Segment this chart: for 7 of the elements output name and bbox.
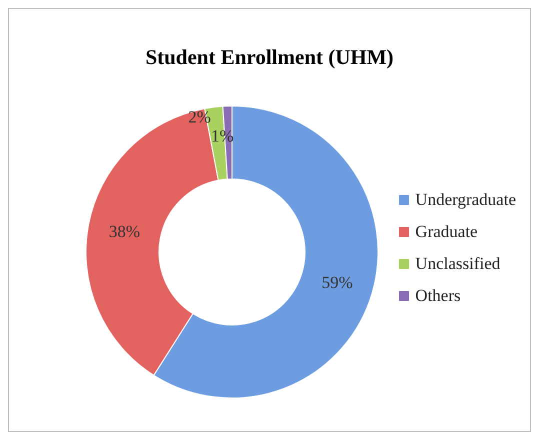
legend-label: Undergraduate bbox=[415, 189, 516, 211]
legend-label: Graduate bbox=[415, 221, 478, 243]
data-label: 59% bbox=[322, 273, 353, 292]
legend-label: Others bbox=[415, 285, 461, 307]
legend-label: Unclassified bbox=[415, 253, 500, 275]
chart-title: Student Enrollment (UHM) bbox=[144, 45, 395, 70]
data-label: 38% bbox=[108, 222, 140, 241]
